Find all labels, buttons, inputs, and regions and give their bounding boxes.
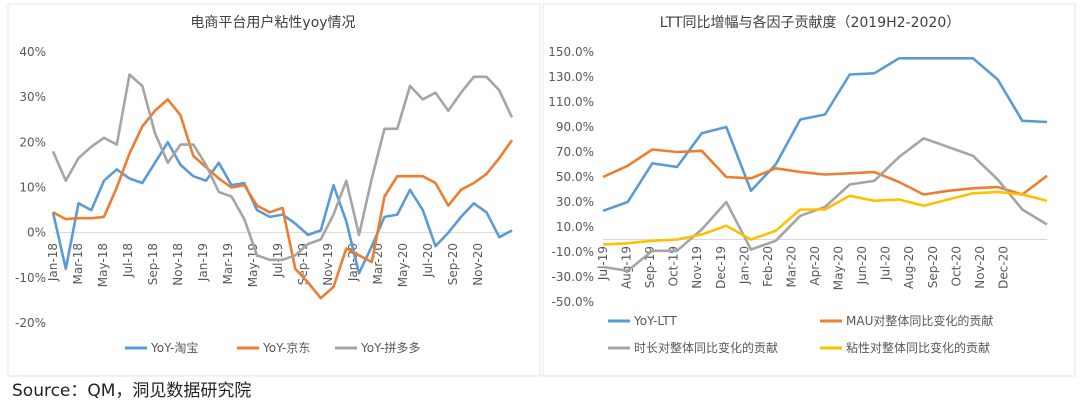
series-line-1 <box>602 56 1048 213</box>
x-tick-label: Sep-20 <box>926 246 940 288</box>
y-tick-label: 50.0% <box>556 170 594 184</box>
x-tick-label: Nov-18 <box>171 243 185 286</box>
x-tick-label: Jan-20 <box>737 246 751 285</box>
x-tick-label: Sep-18 <box>146 243 160 285</box>
y-tick-label: 130.0% <box>548 70 594 84</box>
x-tick-label: Jul-20 <box>421 243 435 278</box>
y-tick-label: 70.0% <box>556 145 594 159</box>
x-tick-label: Aug-19 <box>620 246 634 289</box>
y-tick-label: 0% <box>27 226 46 240</box>
x-tick-label: Jan-19 <box>196 243 210 282</box>
x-tick-label: Oct-20 <box>949 246 963 286</box>
y-tick-label: -50.0% <box>552 295 594 309</box>
right-chart: 150.0% 130.0% 110.0% 90.0% 70.0% 50.0% 30.0% 10… <box>548 45 1048 355</box>
legend-label: 时长对整体同比变化的贡献 <box>634 340 778 355</box>
y-tick-label: 40% <box>19 45 46 59</box>
series-line-3 <box>51 73 514 262</box>
series-line-4 <box>602 190 1048 246</box>
y-tick-label: 150.0% <box>548 45 594 59</box>
x-tick-label: Jul-19 <box>596 246 610 281</box>
x-tick-label: Dec-20 <box>996 246 1010 289</box>
left-chart-frame <box>7 3 541 377</box>
right-chart-title: LTT同比增幅与各因子贡献度（2019H2-2020） <box>660 15 960 31</box>
series-line-1 <box>51 141 513 275</box>
y-tick-label: -10% <box>15 271 46 285</box>
y-tick-label: 30.0% <box>556 195 594 209</box>
x-tick-label: Apr-20 <box>808 246 822 286</box>
x-tick-label: Dec-19 <box>714 246 728 289</box>
y-tick-label: -10.0% <box>552 245 594 259</box>
legend-label: YoY-京东 <box>262 341 310 355</box>
y-tick-label: 10% <box>19 181 46 195</box>
x-tick-label: Jul-18 <box>121 243 135 278</box>
x-tick-label: Feb-20 <box>761 246 775 287</box>
y-tick-label: -30.0% <box>552 270 594 284</box>
x-tick-label: Jun-20 <box>855 246 869 285</box>
y-tick-label: -20% <box>15 316 46 330</box>
series-line-2 <box>52 98 514 300</box>
legend-label: YoY-淘宝 <box>150 341 198 355</box>
x-tick-label: Nov-19 <box>690 246 704 289</box>
x-tick-label: Nov-19 <box>321 243 335 286</box>
y-tick-label: 30% <box>19 90 46 104</box>
left-chart-title: 电商平台用户粘性yoy情况 <box>190 14 355 31</box>
x-tick-label: May-19 <box>246 243 260 287</box>
x-tick-label: Jul-20 <box>879 246 893 281</box>
x-tick-label: Mar-19 <box>221 243 235 284</box>
right-chart-frame <box>542 3 1076 377</box>
x-tick-label: Mar-18 <box>71 243 85 284</box>
series-line-2 <box>602 148 1048 196</box>
y-tick-label: 20% <box>19 135 46 149</box>
x-tick-label: Aug-20 <box>902 246 916 289</box>
x-tick-label: May-20 <box>396 243 410 287</box>
x-tick-label: May-18 <box>96 243 110 287</box>
y-tick-label: 110.0% <box>548 95 594 109</box>
x-tick-label: Mar-20 <box>784 246 798 287</box>
y-tick-label: 10.0% <box>556 220 594 234</box>
legend-label: YoY-LTT <box>633 314 677 328</box>
legend-label: MAU对整体同比变化的贡献 <box>846 313 993 328</box>
x-tick-label: Nov-20 <box>471 243 485 286</box>
y-tick-label: 90.0% <box>556 120 594 134</box>
left-chart: 40% 30% 20% 10% 0% -10% -20% Jan-18 Mar-18 May-18… <box>15 45 514 355</box>
legend-label: YoY-拼多多 <box>360 341 420 355</box>
x-tick-label: Nov-20 <box>973 246 987 289</box>
x-tick-label: Sep-20 <box>446 243 460 285</box>
x-tick-label: Oct-19 <box>667 246 681 286</box>
series-line-3 <box>602 137 1048 273</box>
legend-label: 粘性对整体同比变化的贡献 <box>846 340 990 355</box>
x-tick-label: Jan-18 <box>46 243 60 282</box>
x-tick-label: May-20 <box>832 246 846 290</box>
source-note: Source：QM，洞见数据研究院 <box>12 381 251 401</box>
